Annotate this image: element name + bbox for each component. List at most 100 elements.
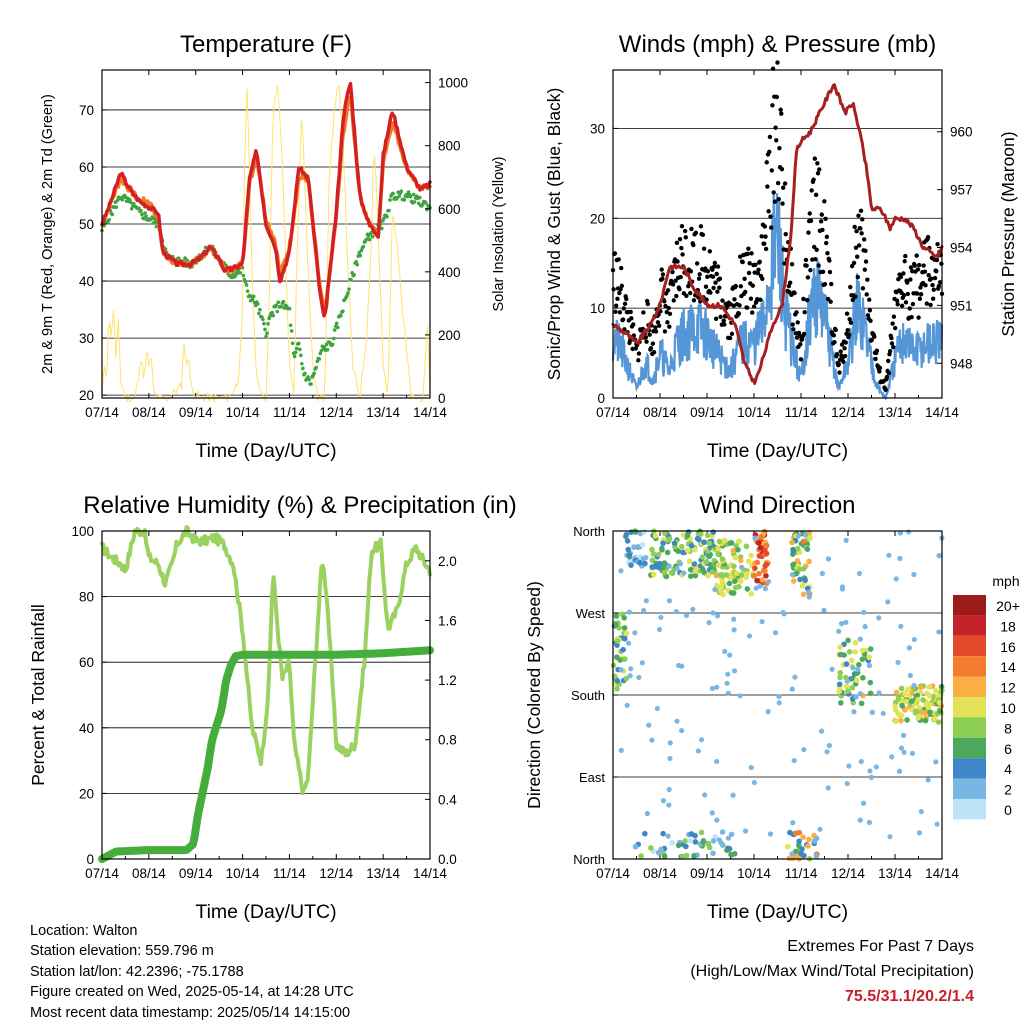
dewpoint-point (370, 235, 375, 239)
y2-tick-label: 957 (950, 183, 973, 198)
wind-direction-point (922, 717, 929, 724)
y-tick-label: 30 (590, 121, 605, 136)
wind-direction-point (876, 690, 882, 696)
gust-point (759, 234, 764, 239)
x-tick-label: 14/14 (413, 866, 447, 881)
gust-point (663, 303, 668, 309)
gust-point (798, 357, 804, 362)
gust-point (782, 181, 788, 186)
wind-direction-point (934, 821, 940, 827)
dewpoint-point (243, 280, 248, 284)
wind-direction-point (866, 654, 873, 661)
gust-point (775, 180, 781, 186)
wind-direction-point (718, 583, 724, 590)
wind-direction-point (876, 615, 882, 621)
dewpoint-point (424, 200, 428, 205)
wind-direction-point (880, 710, 886, 717)
gust-point (838, 349, 843, 354)
gust-point (921, 263, 926, 268)
wind-direction-point (801, 746, 807, 753)
gust-point (794, 310, 799, 315)
wind-direction-point (806, 589, 812, 595)
gust-point (832, 340, 837, 345)
gust-point (850, 297, 855, 303)
legend-swatch (953, 778, 986, 799)
wind-direction-point (789, 851, 795, 857)
wind-direction-point (899, 702, 905, 709)
dewpoint-point (245, 289, 250, 293)
precipitation-line (98, 646, 434, 863)
gust-point (917, 296, 923, 301)
gust-point (872, 334, 877, 339)
wind-direction-point (917, 684, 924, 691)
gust-point (656, 323, 662, 328)
wind-direction-point (897, 713, 903, 719)
gust-point (849, 263, 855, 269)
gust-point (867, 297, 872, 302)
gust-point (696, 276, 702, 281)
gust-point (762, 241, 767, 246)
gust-point (786, 283, 792, 289)
wind-direction-point (628, 666, 634, 672)
gust-point (807, 211, 812, 216)
gust-point (844, 311, 850, 316)
gust-point (636, 358, 641, 363)
wind-direction-point (738, 578, 744, 584)
gust-point (704, 297, 709, 302)
gust-point (738, 284, 744, 289)
station-latlon: Station lat/lon: 42.2396; -75.1788 (30, 963, 244, 980)
wind-direction-point (748, 764, 754, 771)
gust-point (793, 331, 799, 336)
gust-point (909, 314, 914, 320)
wind-direction-point (787, 829, 793, 836)
wind-direction-point (649, 557, 656, 564)
wind-direction-point (659, 547, 665, 553)
gust-point (740, 259, 745, 265)
gust-point (862, 267, 868, 272)
wind-direction-point (706, 540, 713, 547)
y-tick-label: West (576, 606, 606, 621)
x-axis-label: Time (Day/UTC) (707, 440, 848, 462)
wind-direction-point (688, 831, 695, 837)
wind-direction-point (909, 750, 916, 756)
dewpoint-point (233, 274, 238, 279)
gust-point (834, 352, 840, 357)
wind-direction-point (714, 613, 721, 619)
wind-direction-point (861, 609, 867, 615)
gust-point (851, 260, 857, 266)
y-axis-label: Sonic/Prop Wind & Gust (Blue, Black) (544, 88, 564, 381)
wind-direction-point (915, 696, 921, 703)
gust-point (930, 296, 936, 301)
gust-point (760, 276, 765, 281)
dewpoint-point (324, 342, 329, 347)
dewpoint-point (279, 304, 284, 309)
gust-point (757, 259, 762, 265)
wind-direction-point (638, 853, 644, 859)
gust-point (712, 264, 717, 269)
wind-direction-point (853, 677, 860, 684)
gust-point (883, 387, 888, 393)
wind-direction-point (898, 623, 904, 629)
gust-point (697, 272, 702, 277)
gust-point (715, 264, 721, 269)
wind-direction-point (856, 570, 863, 576)
wind-direction-point (906, 645, 913, 651)
wind-direction-point (792, 674, 798, 680)
gust-point (753, 262, 758, 268)
wind-direction-point (795, 533, 802, 539)
gust-point (670, 269, 675, 275)
legend-label: 6 (1004, 741, 1012, 757)
gust-point (684, 293, 689, 299)
wind-direction-point (852, 649, 859, 655)
wind-direction-point (631, 544, 637, 550)
gust-point (901, 271, 906, 276)
dewpoint-point (266, 321, 270, 326)
gust-point (680, 252, 685, 257)
wind-direction-point (618, 747, 624, 753)
dewpoint-point (335, 325, 340, 330)
gust-point (918, 292, 924, 297)
pressure-line (611, 83, 944, 385)
gust-point (645, 301, 650, 307)
gust-point (756, 267, 761, 273)
wind-direction-point (914, 692, 921, 699)
